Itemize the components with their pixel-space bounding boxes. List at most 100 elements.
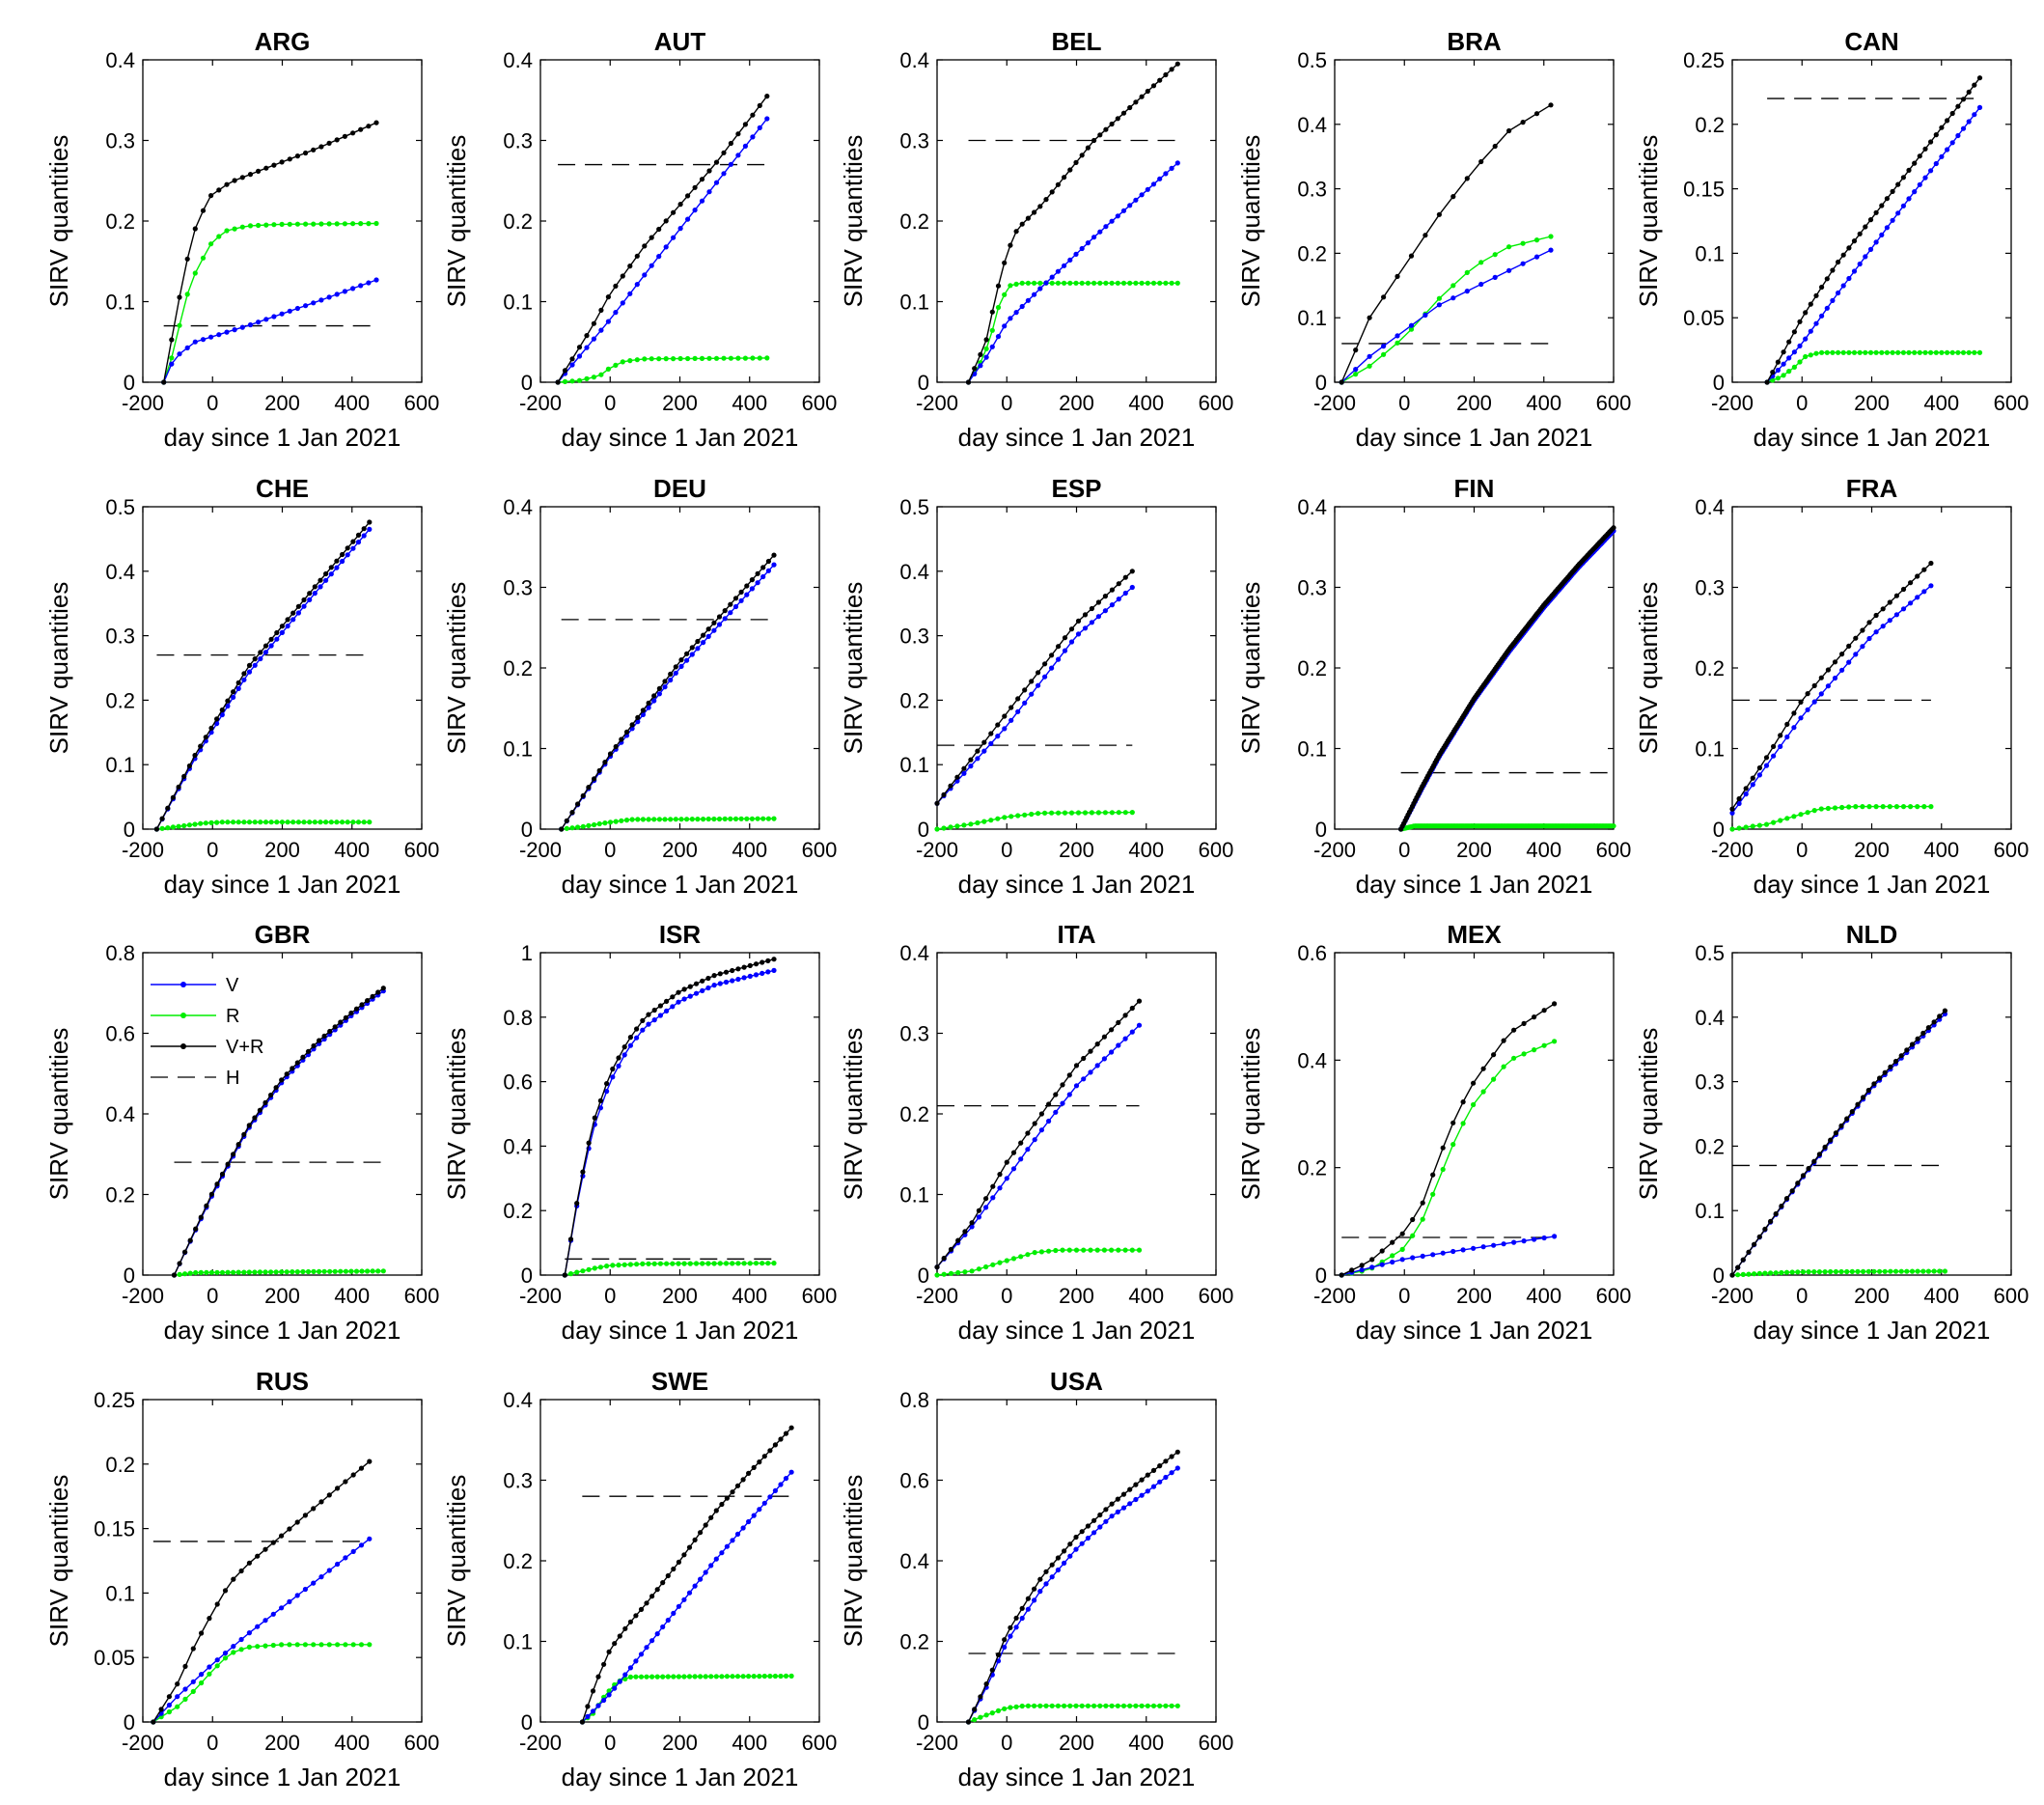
series-vr-point xyxy=(1768,1218,1774,1224)
series-vr-point xyxy=(1818,675,1824,680)
series-r-point xyxy=(622,1676,628,1681)
series-vr-point xyxy=(274,629,280,636)
series-vr-point xyxy=(724,1495,731,1501)
x-axis-label: day since 1 Jan 2021 xyxy=(164,870,401,899)
series-v-point xyxy=(367,1536,373,1541)
series-v-point xyxy=(1851,268,1858,274)
series-vr-point xyxy=(1115,1496,1120,1502)
series-r-point xyxy=(232,226,237,232)
series-r-point xyxy=(1838,1268,1844,1275)
series-v-point xyxy=(1763,763,1770,768)
series-v-point xyxy=(1379,1262,1385,1267)
series-v-point xyxy=(656,691,663,697)
series-v-point xyxy=(1778,743,1783,750)
series-vr-point xyxy=(1895,181,1901,187)
series-r-point xyxy=(257,1269,262,1275)
series-v-point xyxy=(751,1513,757,1518)
series-vr-point xyxy=(1795,1180,1801,1186)
series-v-point xyxy=(1037,286,1043,292)
y-axis-label: SIRV quantities xyxy=(1236,582,1265,755)
series-vr-point xyxy=(301,597,307,603)
series-vr-point xyxy=(1877,1075,1883,1081)
series-vr-point xyxy=(225,698,231,704)
series-vr-point xyxy=(597,1097,604,1103)
y-tick-label: 0 xyxy=(124,1710,135,1735)
series-v-point xyxy=(274,636,280,642)
series-v-point xyxy=(1002,323,1008,329)
series-v-point xyxy=(975,756,981,762)
y-tick-label: 0.2 xyxy=(1695,1134,1725,1158)
series-r-point xyxy=(741,1261,747,1266)
series-r-point xyxy=(1056,810,1062,816)
series-vr-point xyxy=(772,1442,779,1448)
series-v-point xyxy=(219,711,225,718)
series-r-point xyxy=(1046,1248,1052,1254)
series-vr-point xyxy=(1750,775,1755,781)
x-tick-label: 400 xyxy=(1128,838,1164,862)
series-r-point xyxy=(192,270,198,276)
series-v-point xyxy=(1895,210,1901,216)
series-vr-point xyxy=(370,993,375,999)
x-tick-label: 600 xyxy=(1199,391,1234,415)
series-r-point xyxy=(598,372,604,377)
series-vr-point xyxy=(1816,1152,1822,1157)
series-v-point xyxy=(1025,297,1031,303)
series-r-point xyxy=(373,220,379,227)
series-vr-point xyxy=(606,1649,612,1654)
series-r-point xyxy=(989,1710,995,1716)
series-vr-point xyxy=(677,202,683,208)
series-v-point xyxy=(232,327,237,333)
series-r-point xyxy=(1729,826,1735,832)
series-vr-point xyxy=(1900,175,1906,180)
series-r xyxy=(151,1642,373,1725)
series-v-point xyxy=(326,1568,332,1573)
series-v-point xyxy=(1860,644,1865,650)
series-r-point xyxy=(343,1642,348,1648)
series-vr-point xyxy=(1779,1203,1784,1209)
series-vr-point xyxy=(1139,94,1145,99)
series-v-point xyxy=(708,1563,714,1569)
panel-title: NLD xyxy=(1846,920,1897,949)
series-v-point xyxy=(695,646,701,652)
series-r-point xyxy=(1390,1253,1395,1259)
series-vr-point xyxy=(1803,310,1809,316)
series-v-point xyxy=(671,1610,677,1616)
x-tick-label: -200 xyxy=(122,838,164,862)
series-vr-point xyxy=(1381,294,1387,300)
y-tick-label: 0.4 xyxy=(1297,495,1327,519)
series-vr-point xyxy=(1174,61,1180,67)
x-axis-label: day since 1 Jan 2021 xyxy=(958,870,1196,899)
series-r-point xyxy=(1120,280,1127,286)
series-v-point xyxy=(1430,1252,1436,1258)
series-v-point xyxy=(1133,1496,1139,1503)
series-r-point xyxy=(1079,1703,1085,1708)
series-v-point xyxy=(358,1542,365,1548)
series-r-point xyxy=(166,1708,172,1715)
series-r-point xyxy=(1103,280,1109,286)
series-v-point xyxy=(742,143,749,149)
x-tick-label: -200 xyxy=(1313,1284,1356,1308)
series-v-point xyxy=(686,1590,693,1596)
y-tick-label: 0.2 xyxy=(899,209,929,234)
series-r-point xyxy=(1825,805,1831,812)
series-v-point xyxy=(1008,1633,1013,1639)
series-r-point xyxy=(1763,821,1770,827)
series-vr-point xyxy=(1836,259,1841,265)
series-vr-point xyxy=(1116,1019,1121,1025)
series-vr-point xyxy=(1789,1188,1795,1194)
series-r-point xyxy=(1109,1703,1115,1708)
series-r-point xyxy=(699,355,705,361)
series-r-point xyxy=(176,823,181,829)
series-vr-point xyxy=(764,94,770,99)
x-axis-label: day since 1 Jan 2021 xyxy=(1356,423,1593,452)
series-v-point xyxy=(224,329,230,335)
series-vr-point xyxy=(186,763,192,769)
series-vr-point xyxy=(1863,224,1868,230)
series-v-point xyxy=(262,650,269,655)
series-vr-point xyxy=(627,264,633,269)
series-r-point xyxy=(186,822,192,828)
series-r-point xyxy=(1109,1247,1115,1253)
x-tick-label: 0 xyxy=(1001,391,1012,415)
series-r-point xyxy=(627,1674,634,1680)
series-vr-point xyxy=(165,805,171,811)
